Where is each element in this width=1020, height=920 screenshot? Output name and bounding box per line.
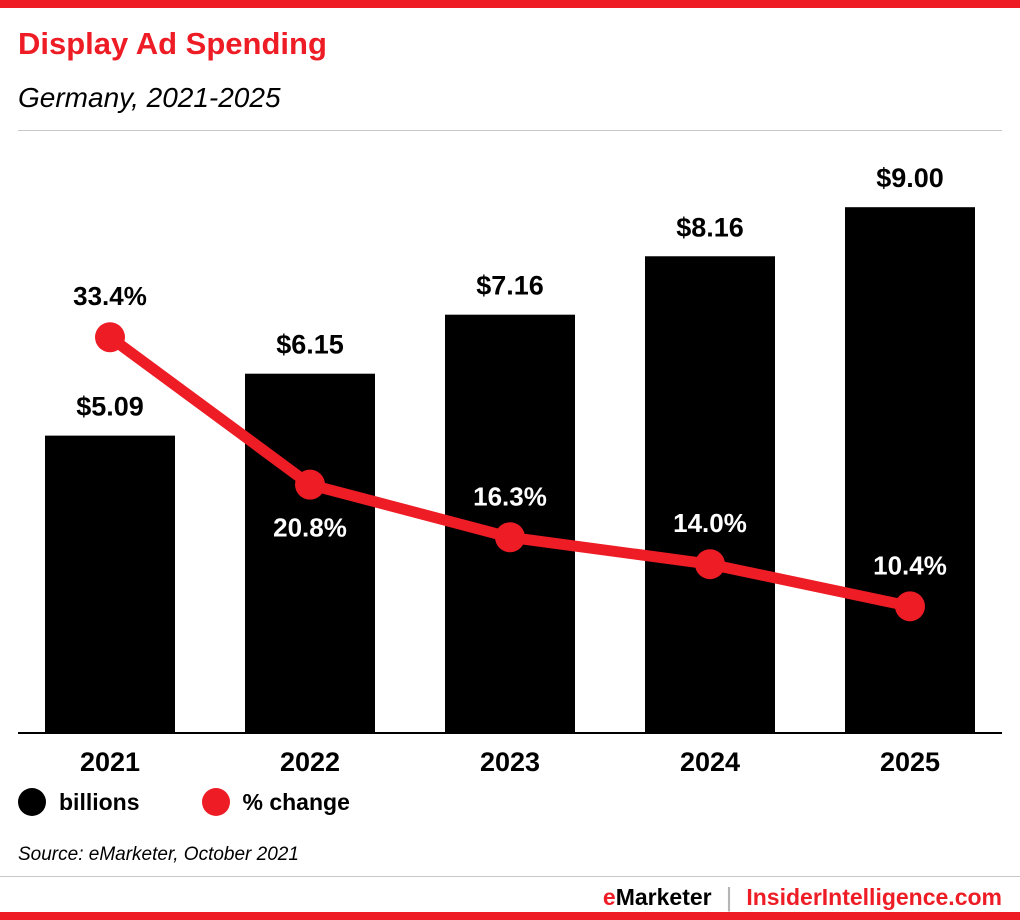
bar-value-label-2023: $7.16	[476, 271, 544, 301]
page-subtitle: Germany, 2021-2025	[18, 82, 281, 113]
year-label-2022: 2022	[280, 747, 340, 777]
legend-item-billions: billions	[18, 788, 140, 816]
page-title: Display Ad Spending	[18, 26, 327, 61]
footer: eMarketer | InsiderIntelligence.com	[603, 882, 1002, 913]
pct-label-2021: 33.4%	[73, 281, 147, 311]
brand-letter-e: e	[602, 884, 616, 910]
pct-label-2025: 10.4%	[873, 550, 947, 580]
year-label-2023: 2023	[480, 747, 540, 777]
legend-label-pct-change: % change	[242, 788, 350, 815]
bar-value-label-2022: $6.15	[276, 330, 344, 360]
billions-dot-icon	[18, 788, 46, 816]
legend: billions % change	[18, 788, 350, 816]
bottom-accent-bar	[0, 912, 1020, 920]
bar-value-label-2025: $9.00	[876, 163, 944, 193]
bar-2025	[845, 207, 975, 733]
pct-label-2022: 20.8%	[273, 513, 347, 543]
line-marker-2022	[295, 469, 325, 500]
bar-2024	[645, 256, 775, 733]
bar-value-label-2021: $5.09	[76, 392, 144, 422]
source-note: Source: eMarketer, October 2021	[18, 844, 299, 865]
header-divider	[18, 130, 1002, 131]
pct-change-dot-icon	[201, 788, 230, 816]
pct-label-2024: 14.0%	[673, 508, 747, 538]
bar-2021	[45, 435, 175, 733]
legend-item-pct-change: % change	[201, 788, 350, 816]
footer-separator: |	[725, 882, 733, 912]
pct-label-2023: 16.3%	[473, 481, 547, 511]
brand-rest: Marketer	[615, 884, 712, 910]
bar-value-label-2024: $8.16	[676, 212, 744, 242]
insider-intelligence-link[interactable]: InsiderIntelligence.com	[746, 884, 1002, 910]
chart-area: $5.09 $6.15 $7.16 $8.16 $9.00 33.4% 20.8% 16.3%…	[0, 140, 1020, 780]
year-label-2021: 2021	[80, 747, 140, 777]
year-label-2025: 2025	[880, 747, 940, 777]
chart-svg: $5.09 $6.15 $7.16 $8.16 $9.00 33.4% 20.8% 16.3%…	[18, 163, 1002, 777]
top-accent-bar	[0, 0, 1020, 8]
line-marker-2023	[495, 522, 525, 553]
line-marker-2024	[695, 549, 725, 580]
bar-2022	[245, 373, 375, 733]
footer-divider	[0, 876, 1020, 877]
line-marker-2025	[895, 591, 925, 622]
emarketer-logo: eMarketer	[603, 884, 712, 911]
legend-label-billions: billions	[59, 788, 140, 815]
year-label-2024: 2024	[680, 747, 740, 777]
line-marker-2021	[95, 322, 125, 353]
